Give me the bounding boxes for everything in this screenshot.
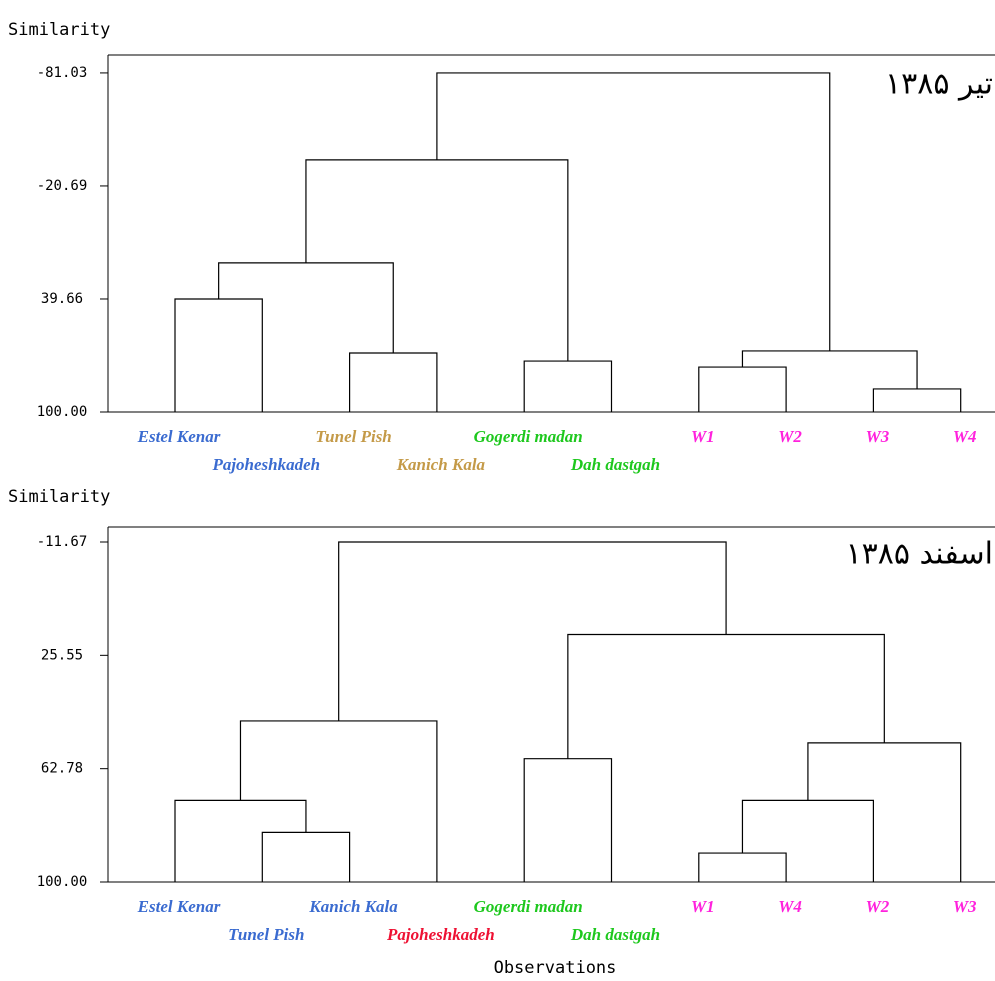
leaf-label: Gogerdi madan: [474, 897, 583, 916]
leaf-label: Kanich Kala: [308, 897, 398, 916]
dendrogram-link: [741, 350, 918, 389]
y-tick-label: 62.78: [41, 761, 83, 777]
dendrogram-link: [218, 262, 394, 353]
dendrogram-link: [349, 352, 438, 412]
annotation: اسفند ۱۳۸۵: [846, 537, 993, 572]
y-tick-label: 100.00: [37, 404, 88, 420]
dendrogram-link: [698, 366, 787, 412]
leaf-label: W3: [953, 897, 977, 916]
leaf-label: Tunel Pish: [228, 925, 304, 944]
dendrogram-link: [741, 799, 874, 882]
y-axis-label: Similarity: [8, 487, 110, 507]
dendrogram-link: [523, 360, 613, 412]
leaf-label: Gogerdi madan: [474, 427, 583, 446]
y-tick-label: 39.66: [41, 291, 83, 307]
leaf-label: Dah dastgah: [570, 925, 660, 944]
y-tick-label: -20.69: [37, 178, 88, 194]
y-tick-label: 25.55: [41, 647, 83, 663]
annotation: تیر ۱۳۸۵: [885, 67, 993, 102]
leaf-label: W2: [866, 897, 890, 916]
y-tick-label: -11.67: [37, 534, 88, 550]
leaf-label: Estel Kenar: [137, 897, 221, 916]
dendrogram-link: [174, 298, 263, 412]
leaf-label: Estel Kenar: [137, 427, 221, 446]
dendrogram-link: [338, 541, 727, 721]
leaf-label: W3: [866, 427, 890, 446]
dendrogram-link: [436, 72, 831, 351]
leaf-label: Pajoheshkadeh: [211, 455, 320, 474]
dendrogram-link: [239, 720, 438, 882]
leaf-label: W4: [953, 427, 977, 446]
dendrogram-link: [872, 388, 962, 412]
y-axis-label: Similarity: [8, 20, 110, 40]
leaf-label: W2: [778, 427, 802, 446]
leaf-label: Kanich Kala: [396, 455, 486, 474]
dendrogram-link: [305, 159, 569, 362]
y-tick-label: 100.00: [37, 874, 88, 890]
dendrogram-link: [261, 831, 351, 882]
leaf-label: Pajoheshkadeh: [386, 925, 495, 944]
dendrogram-link: [174, 799, 307, 882]
leaf-label: W4: [778, 897, 802, 916]
y-tick-label: -81.03: [37, 65, 88, 81]
dendrogram-link: [698, 852, 787, 882]
leaf-label: W1: [691, 427, 715, 446]
leaf-label: Dah dastgah: [570, 455, 660, 474]
leaf-label: Tunel Pish: [315, 427, 391, 446]
x-axis-label: Observations: [494, 958, 617, 978]
dendrogram-link: [567, 633, 885, 759]
dendrogram-link: [807, 742, 962, 882]
leaf-label: W1: [691, 897, 715, 916]
dendrogram-link: [523, 758, 613, 882]
